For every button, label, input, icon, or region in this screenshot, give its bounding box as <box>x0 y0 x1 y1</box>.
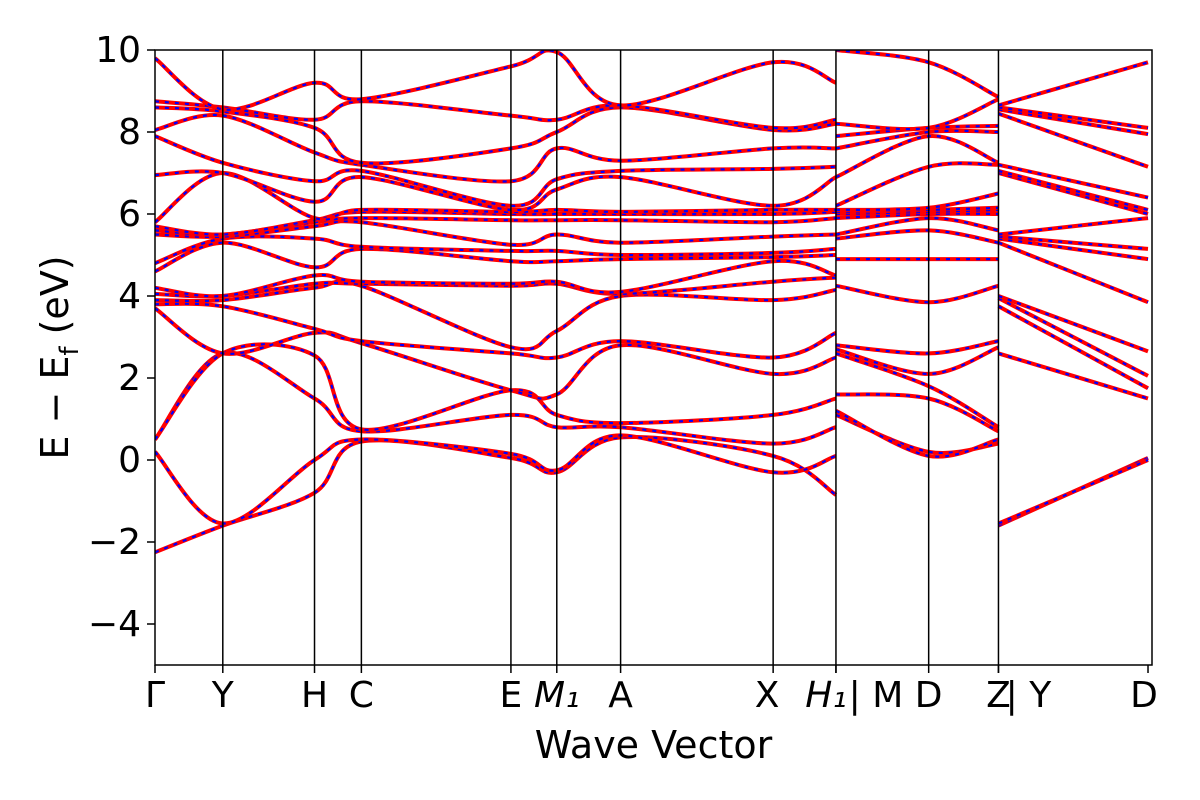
x-tick-label: Z <box>986 675 1011 716</box>
x-tick-label: E <box>500 675 523 716</box>
band-line-overlay-seg1-3 <box>155 343 837 441</box>
y-tick-label: 8 <box>118 112 141 153</box>
x-tick-label: D <box>915 675 943 716</box>
band-line-overlay-seg3-13 <box>998 112 1149 168</box>
band-line-overlay-seg1-13 <box>155 210 837 236</box>
y-tick-label: 2 <box>118 358 141 399</box>
x-tick-label: C <box>349 675 374 716</box>
band-line-overlay-seg1-16 <box>155 135 837 207</box>
band-line-seg1-3 <box>155 342 837 441</box>
band-line-overlay-seg3-7 <box>998 237 1149 261</box>
band-line-seg2-8 <box>835 228 999 245</box>
band-line-overlay-seg3-11 <box>998 169 1149 211</box>
band-line-seg2-5 <box>835 339 999 356</box>
band-line-seg1-8 <box>155 258 837 299</box>
band-line-seg1-0 <box>155 435 838 555</box>
x-tick-label: M₁ <box>534 675 580 716</box>
band-line-overlay-seg3-10 <box>998 171 1149 216</box>
band-line-overlay-seg1-20 <box>155 50 837 111</box>
band-line-overlay-seg3-1 <box>998 458 1149 525</box>
band-line-overlay-seg3-14 <box>998 108 1149 136</box>
y-axis-label-unit: (eV) <box>33 255 77 346</box>
y-tick-label: 0 <box>118 440 141 481</box>
band-line-overlay-seg3-12 <box>998 163 1149 199</box>
x-tick-label: X <box>755 675 780 716</box>
band-line-overlay-seg1-11 <box>155 220 837 247</box>
kpoint-separators <box>222 50 1000 665</box>
band-line-overlay-seg3-4 <box>997 297 1149 377</box>
band-line-overlay-seg1-8 <box>155 259 837 298</box>
x-tick-label: H₁ <box>805 675 847 716</box>
band-line-seg1-16 <box>155 134 837 208</box>
band-line-overlay-seg2-16 <box>835 129 999 150</box>
x-axis-ticks: Γ Y H C E M₁ A X H₁ | M D Z| Y D <box>145 665 1158 716</box>
band-line-overlay-seg1-7 <box>155 276 837 298</box>
band-line-overlay-seg2-6 <box>835 284 999 304</box>
x-tick-label: Y <box>211 675 235 716</box>
band-line-seg1-7 <box>155 275 837 299</box>
band-line-overlay-seg1-1 <box>155 434 837 525</box>
band-line-overlay-seg3-16 <box>998 61 1149 107</box>
band-line-seg1-20 <box>155 50 837 112</box>
band-line-overlay-seg1-17 <box>155 113 837 183</box>
y-axis-label-main: E − E <box>33 356 77 460</box>
band-line-overlay-seg3-5 <box>998 294 1149 353</box>
band-line-overlay-seg2-9 <box>835 216 999 236</box>
x-tick-label: A <box>608 675 633 716</box>
y-axis-ticks: −4 −2 0 2 4 6 8 10 <box>88 30 155 645</box>
band-line-overlay-seg3-6 <box>998 241 1149 304</box>
band-line-overlay-seg3-3 <box>997 305 1149 390</box>
band-line-overlay-seg3-9 <box>998 217 1149 236</box>
x-tick-label: | M <box>849 675 904 716</box>
x-tick-label: H <box>301 675 328 716</box>
band-line-overlay-seg3-15 <box>998 106 1149 129</box>
y-tick-label: 6 <box>118 194 141 235</box>
band-line-overlay-seg2-4 <box>835 346 999 376</box>
band-line-overlay-seg2-3 <box>835 352 1000 429</box>
y-tick-label: −4 <box>88 604 141 645</box>
x-tick-label: | Y <box>1006 675 1053 716</box>
x-tick-label: Γ <box>145 675 165 716</box>
band-line-overlay-seg1-2 <box>155 351 837 445</box>
plot-frame <box>154 49 1153 666</box>
y-axis-label: E − Ef (eV) <box>33 255 85 459</box>
band-line-overlay-seg2-19 <box>835 50 999 99</box>
band-line-overlay-seg3-2 <box>998 352 1149 400</box>
x-axis-label: Wave Vector <box>535 723 773 767</box>
y-axis-label-subscript: f <box>55 346 85 356</box>
y-tick-label: 10 <box>95 30 141 71</box>
band-line-overlay-seg3-8 <box>998 235 1149 250</box>
y-tick-label: 4 <box>118 276 141 317</box>
y-tick-label: −2 <box>88 522 141 563</box>
band-line-overlay-seg1-9 <box>155 241 837 273</box>
band-line-seg2-19 <box>835 50 1000 99</box>
x-tick-label: D <box>1130 675 1158 716</box>
band-line-seg1-10 <box>155 234 837 266</box>
